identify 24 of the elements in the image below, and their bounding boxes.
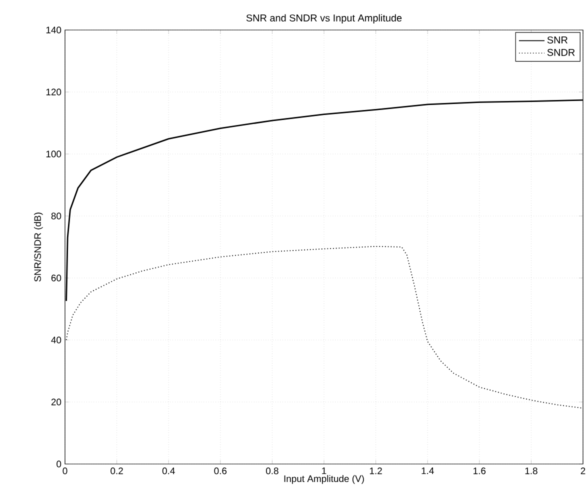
x-tick-label: 2 <box>580 468 586 474</box>
y-tick-label: 120 <box>46 88 62 96</box>
x-tick-label: 0.2 <box>110 468 123 474</box>
y-tick-label: 140 <box>46 26 62 34</box>
y-tick-label: 20 <box>51 398 62 406</box>
x-axis-title: Input Amplitude (V) <box>284 475 364 484</box>
x-tick-label: 0.8 <box>266 468 278 474</box>
y-tick-label: 40 <box>51 336 62 344</box>
legend-label: SNR <box>547 36 568 44</box>
legend-label: SNDR <box>547 48 575 56</box>
y-tick-label: 100 <box>46 150 62 158</box>
x-tick-label: 0.4 <box>162 468 175 474</box>
x-tick-label: 1 <box>322 468 326 474</box>
y-axis-title: SNR/SNDR (dB) <box>34 212 43 282</box>
x-tick-label: 0 <box>62 468 68 474</box>
y-tick-label: 60 <box>51 274 62 282</box>
x-tick-label: 1.4 <box>422 468 434 474</box>
x-tick-label: 1.6 <box>474 468 486 474</box>
x-tick-label: 1.8 <box>525 468 538 474</box>
x-tick-label: 0.6 <box>214 468 227 474</box>
y-tick-label: 80 <box>51 212 62 220</box>
chart-title: SNR and SNDR vs Input Amplitude <box>246 14 402 24</box>
x-tick-label: 1.2 <box>370 468 382 474</box>
y-tick-label: 0 <box>56 460 62 468</box>
